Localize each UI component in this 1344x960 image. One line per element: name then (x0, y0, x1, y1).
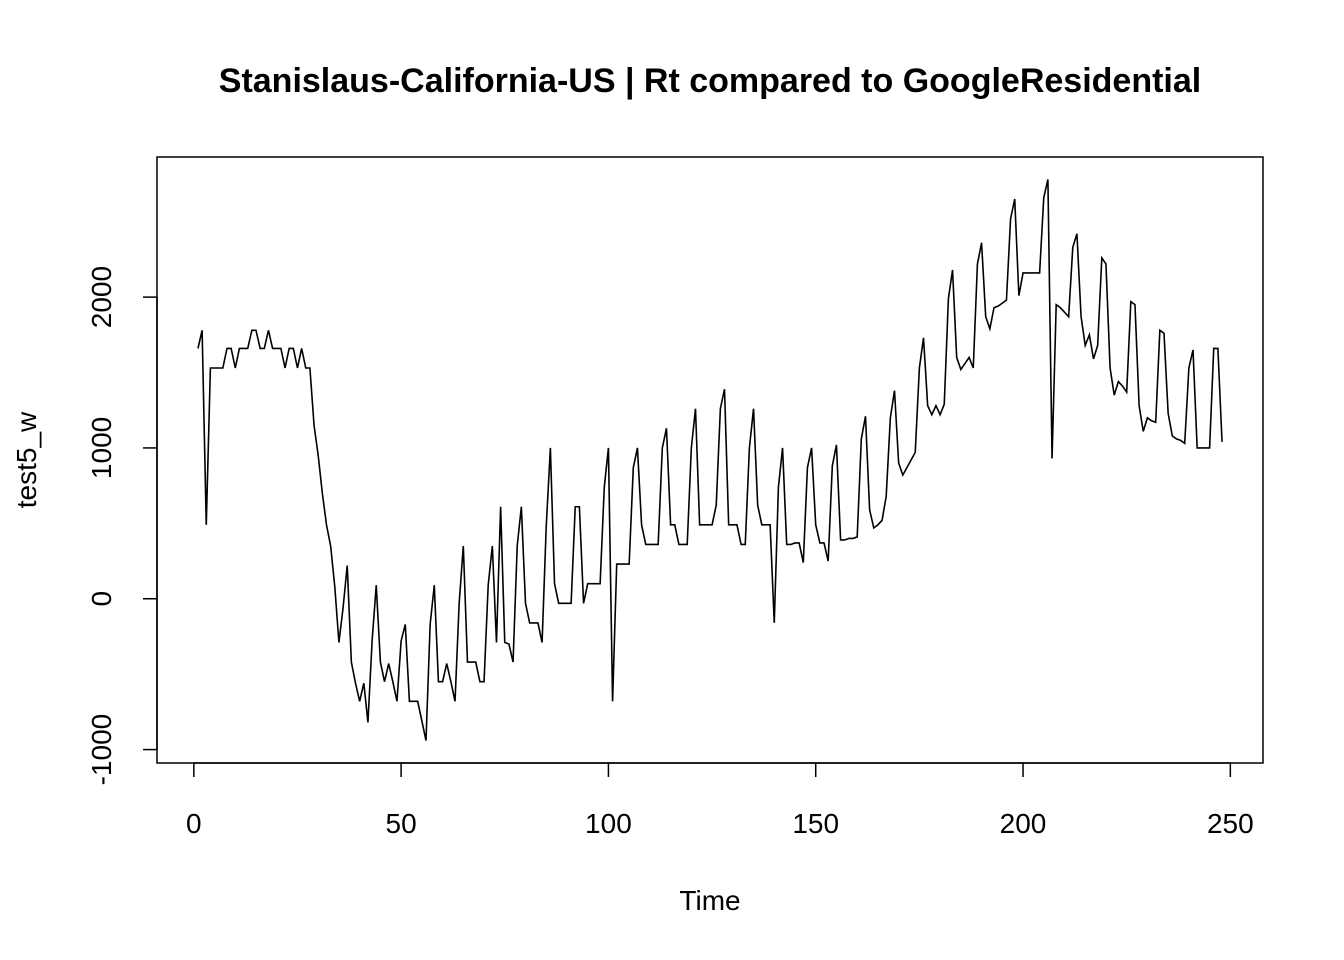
y-tick-label: -1000 (86, 714, 117, 786)
line-series (197, 179, 1223, 741)
y-tick-label: 2000 (86, 266, 117, 328)
x-tick-label: 50 (386, 808, 417, 839)
x-tick-label: 200 (1000, 808, 1047, 839)
x-tick-label: 100 (585, 808, 632, 839)
x-axis-label: Time (679, 885, 740, 916)
x-tick-label: 150 (792, 808, 839, 839)
chart-title: Stanislaus-California-US | Rt compared t… (219, 62, 1201, 100)
y-tick-label: 0 (86, 591, 117, 607)
plot-box (156, 156, 1264, 764)
y-axis-label: test5_w (11, 411, 42, 508)
y-tick-label: 1000 (86, 417, 117, 479)
x-tick-label: 0 (186, 808, 202, 839)
x-tick-label: 250 (1207, 808, 1254, 839)
